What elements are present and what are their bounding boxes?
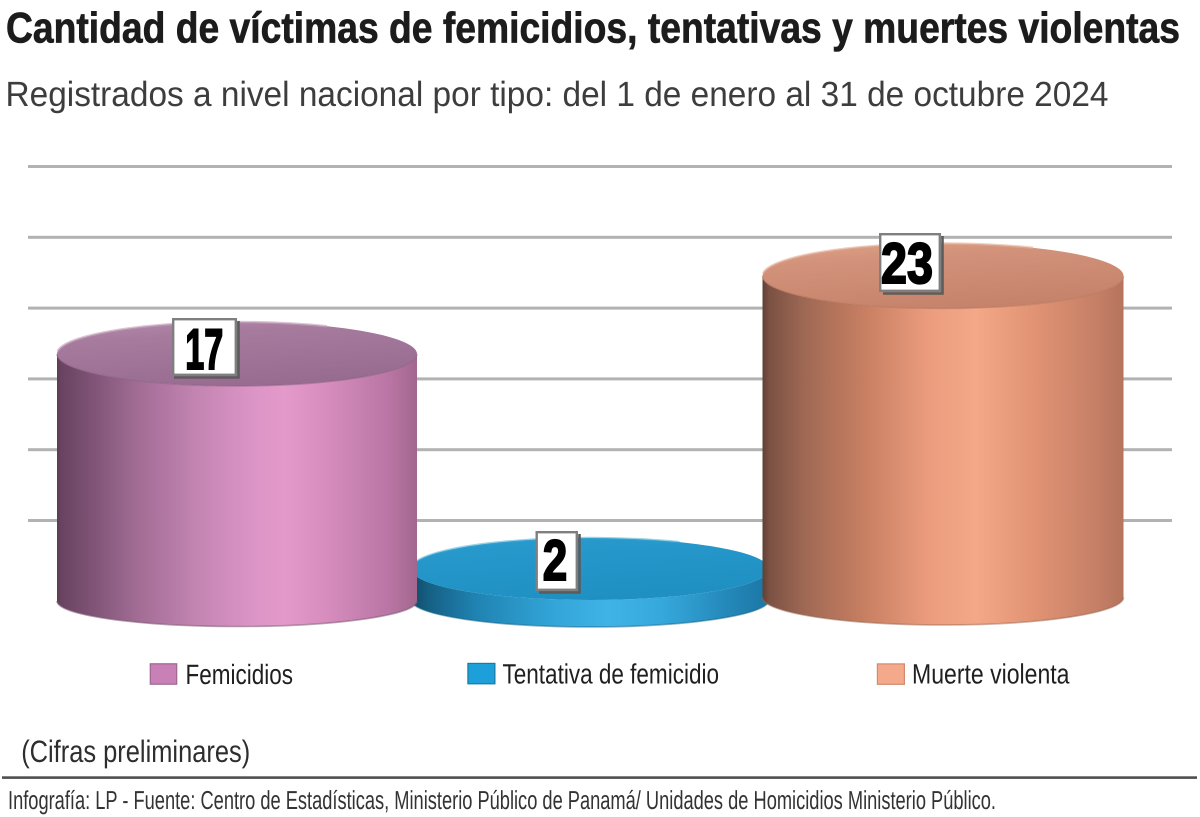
svg-text:Femicidios: Femicidios: [186, 659, 294, 690]
svg-text:23: 23: [881, 232, 933, 296]
svg-text:(Cifras preliminares): (Cifras preliminares): [21, 734, 250, 769]
svg-text:Registrados a nivel nacional p: Registrados a nivel nacional por tipo: d…: [6, 75, 1109, 114]
svg-text:2: 2: [543, 529, 568, 593]
svg-text:17: 17: [185, 318, 223, 382]
svg-text:Cantidad de víctimas de femici: Cantidad de víctimas de femicidios, tent…: [6, 5, 1180, 53]
svg-text:Muerte violenta: Muerte violenta: [912, 659, 1070, 690]
svg-text:Tentativa de femicidio: Tentativa de femicidio: [503, 659, 720, 690]
svg-text:Infografía: LP - Fuente: Centr: Infografía: LP - Fuente: Centro de Estad…: [8, 785, 996, 815]
